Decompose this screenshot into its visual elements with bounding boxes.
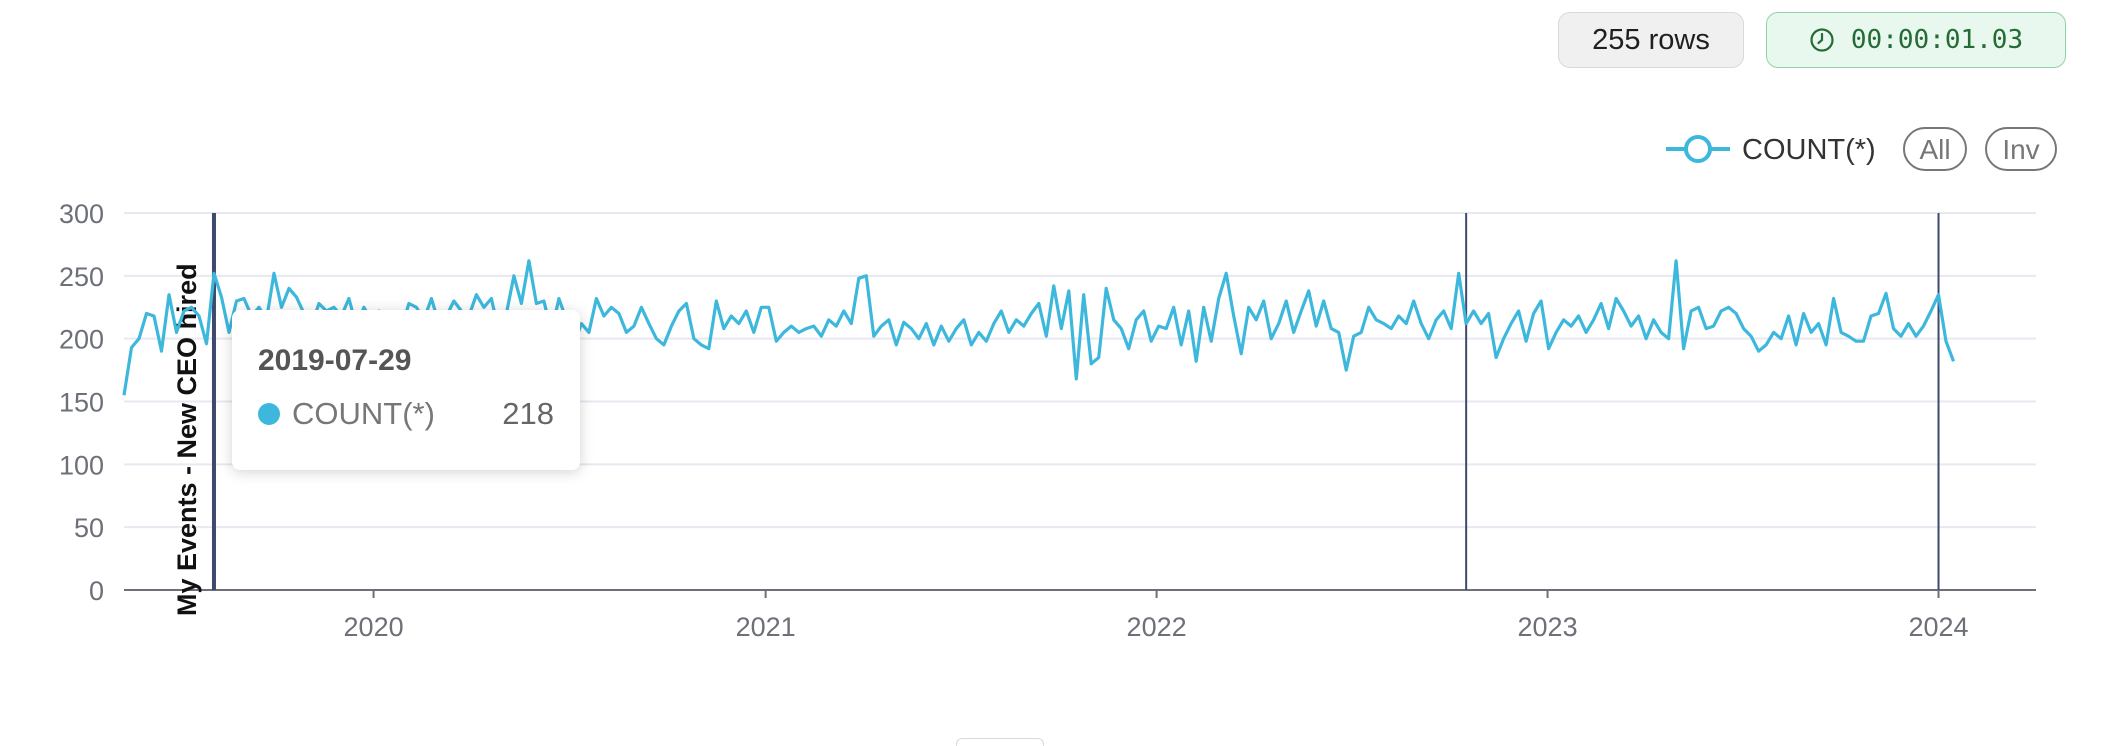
y-tick-label: 0 xyxy=(89,576,104,606)
x-tick-label: 2021 xyxy=(736,612,796,642)
tooltip-date: 2019-07-29 xyxy=(258,344,412,377)
x-tick-label: 2020 xyxy=(344,612,404,642)
tooltip-series-dot xyxy=(258,403,280,425)
legend-all-label: All xyxy=(1919,134,1950,165)
pagination-stub xyxy=(956,738,1044,746)
y-tick-label: 100 xyxy=(59,450,104,480)
y-tick-label: 300 xyxy=(59,199,104,229)
legend-inv-label: Inv xyxy=(2002,134,2039,165)
legend-all-button[interactable] xyxy=(1903,127,1967,171)
x-tick-label: 2022 xyxy=(1127,612,1187,642)
clock-icon xyxy=(1810,28,1834,52)
x-tick-label: 2024 xyxy=(1908,612,1968,642)
y-tick-label: 150 xyxy=(59,388,104,418)
y-tick-label: 200 xyxy=(59,325,104,355)
legend[interactable]: COUNT(*) All Inv xyxy=(1666,127,2057,171)
annotation-label: My Events - New CEO hired xyxy=(172,263,202,616)
row-count-label: 255 rows xyxy=(1592,23,1710,56)
y-tick-label: 50 xyxy=(74,513,104,543)
y-axis-ticks: 0 50 100 150 200 250 300 xyxy=(59,199,104,606)
legend-series-label[interactable]: COUNT(*) xyxy=(1742,134,1876,166)
legend-inv-button[interactable] xyxy=(1985,127,2057,171)
query-timer-label: 00:00:01.03 xyxy=(1850,25,2024,55)
x-tick-label: 2023 xyxy=(1518,612,1578,642)
tooltip-series-name: COUNT(*) xyxy=(292,396,435,431)
data-tooltip: 2019-07-29 COUNT(*) 218 xyxy=(232,310,580,470)
series-line-count[interactable] xyxy=(122,259,1955,396)
row-count-badge: 255 rows xyxy=(1558,12,1744,68)
y-tick-label: 250 xyxy=(59,262,104,292)
legend-series-circle-icon xyxy=(1684,135,1712,163)
query-timer-badge: 00:00:01.03 xyxy=(1766,12,2066,68)
x-axis-ticks: 2020 2021 2022 2023 2024 xyxy=(344,590,1969,642)
tooltip-value: 218 xyxy=(502,396,554,431)
